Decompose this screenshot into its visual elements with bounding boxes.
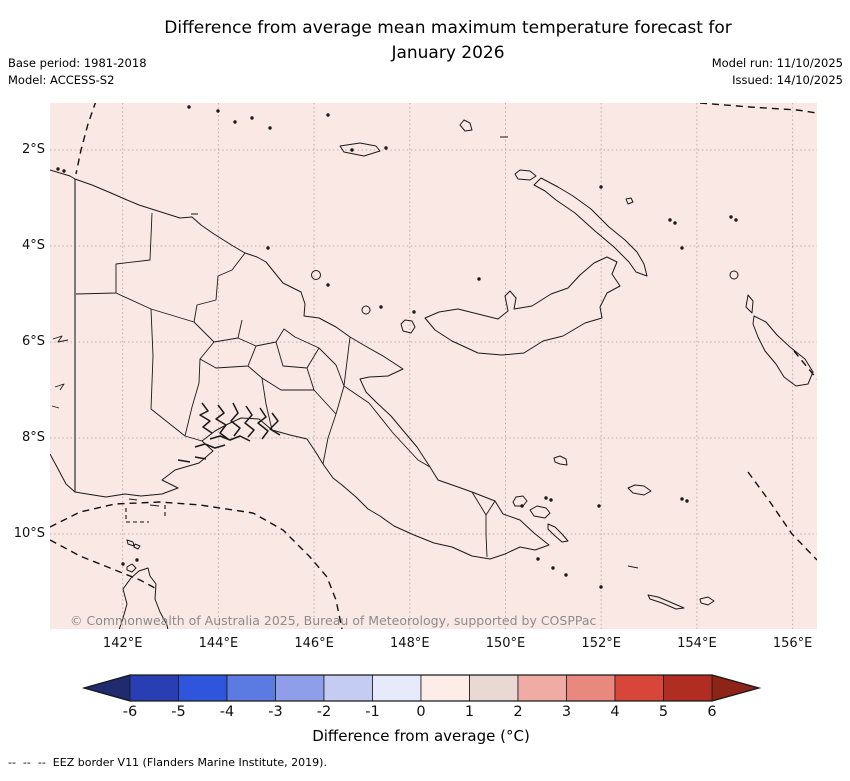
lat-tick-label: 8°S [21, 430, 45, 445]
islet-dots [56, 105, 738, 589]
graticule-gridlines [50, 103, 817, 629]
lon-tick-label: 156°E [772, 636, 813, 651]
title-line-2: January 2026 [391, 43, 505, 63]
eez-dashed-borders [50, 103, 817, 629]
lat-tick-label: 6°S [21, 334, 45, 349]
colorbar-tick: -4 [219, 704, 235, 720]
lon-tick-label: 154°E [677, 636, 717, 651]
lon-tick-label: 144°E [198, 636, 239, 651]
colorbar-tick: 1 [464, 704, 475, 720]
model-run-text: Model run: 11/10/2025 [711, 56, 843, 70]
page-title: Difference from average mean maximum tem… [45, 16, 850, 66]
model-text: Model: ACCESS-S2 [8, 73, 115, 87]
lon-tick-label: 146°E [294, 636, 334, 651]
lon-tick-label: 150°E [485, 636, 526, 651]
meta-left: Base period: 1981-2018 Model: ACCESS-S2 [8, 55, 147, 89]
lon-tick-label: 142°E [102, 636, 143, 651]
colorbar-tick: 0 [416, 704, 426, 720]
map-panel: . © Commonwealth of Australia 2025, Bure… [50, 103, 817, 629]
title-line-1: Difference from average mean maximum tem… [164, 18, 732, 38]
island-coastlines [118, 119, 814, 629]
colorbar-tick: -1 [365, 704, 380, 720]
lon-tick-label: 148°E [390, 636, 430, 651]
river-delta-channels [51, 335, 281, 463]
colorbar-tick: 3 [561, 704, 572, 720]
colorbar-tick: -6 [122, 704, 138, 720]
meta-right: Model run: 11/10/2025 Issued: 14/10/2025 [712, 55, 843, 89]
colorbar-tick: -5 [171, 704, 186, 720]
colorbar-tick: 4 [610, 704, 620, 720]
eez-footnote: -- -- -- EEZ border V11 (Flanders Marine… [8, 756, 327, 769]
colorbar-tick: 2 [513, 704, 523, 720]
lat-tick-label: 2°S [21, 142, 45, 157]
colorbar-tick: -2 [316, 704, 332, 720]
issued-text: Issued: 14/10/2025 [732, 73, 843, 87]
map-canvas: . [50, 103, 817, 629]
provincial-borders [75, 212, 496, 558]
colorbar-tick: 6 [707, 704, 717, 720]
lat-tick-label: 10°S [13, 526, 45, 541]
lat-tick-label: 4°S [21, 238, 45, 253]
lon-tick-label: 152°E [581, 636, 621, 651]
base-period-text: Base period: 1981-2018 [8, 56, 147, 70]
colorbar [81, 674, 762, 702]
colorbar-tick: 5 [658, 704, 669, 720]
colorbar-axis-label: Difference from average (°C) [312, 727, 530, 745]
png-mainland-coastline [50, 169, 550, 560]
colorbar-tick: -3 [268, 704, 283, 720]
map-copyright: © Commonwealth of Australia 2025, Bureau… [70, 613, 597, 628]
